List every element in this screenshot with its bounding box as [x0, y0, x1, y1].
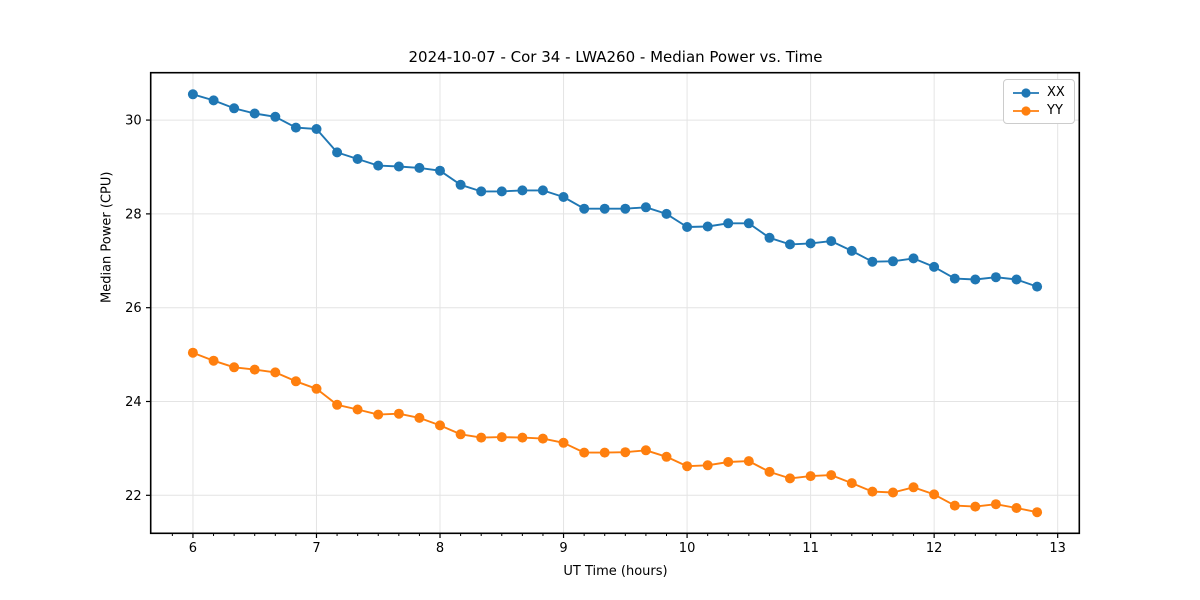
svg-text:9: 9 [559, 541, 567, 556]
legend-entry-xx: XX [1011, 85, 1065, 100]
legend-label-yy: YY [1047, 103, 1063, 118]
svg-text:6: 6 [189, 541, 197, 556]
x-axis-label: UT Time (hours) [563, 564, 668, 579]
legend-swatch-yy-icon [1013, 105, 1039, 116]
svg-text:30: 30 [125, 114, 142, 129]
svg-text:7: 7 [312, 541, 320, 556]
svg-text:24: 24 [125, 395, 142, 410]
svg-text:26: 26 [125, 301, 142, 316]
svg-text:10: 10 [679, 541, 696, 556]
chart-title: 2024-10-07 - Cor 34 - LWA260 - Median Po… [408, 48, 823, 66]
legend: XX YY [1003, 79, 1075, 124]
legend-entry-yy: YY [1011, 103, 1065, 118]
svg-text:12: 12 [926, 541, 943, 556]
legend-label-xx: XX [1047, 85, 1065, 100]
svg-text:8: 8 [436, 541, 444, 556]
legend-swatch-xx-icon [1013, 87, 1039, 98]
svg-text:13: 13 [1049, 541, 1066, 556]
svg-text:22: 22 [125, 489, 142, 504]
svg-text:11: 11 [802, 541, 819, 556]
svg-text:28: 28 [125, 207, 142, 222]
